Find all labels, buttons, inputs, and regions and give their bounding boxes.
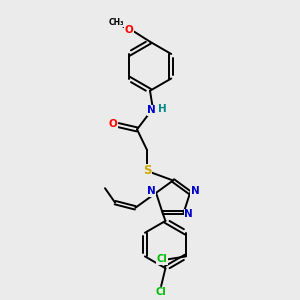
Text: H: H: [158, 104, 167, 114]
Text: S: S: [143, 164, 152, 178]
Text: O: O: [124, 25, 133, 35]
Text: CH₃: CH₃: [108, 18, 124, 27]
Text: N: N: [146, 186, 155, 197]
Text: Cl: Cl: [156, 287, 167, 298]
Text: O: O: [109, 119, 117, 129]
Text: N: N: [184, 209, 193, 219]
Text: Cl: Cl: [156, 254, 167, 264]
Text: N: N: [147, 105, 156, 115]
Text: N: N: [191, 185, 200, 196]
